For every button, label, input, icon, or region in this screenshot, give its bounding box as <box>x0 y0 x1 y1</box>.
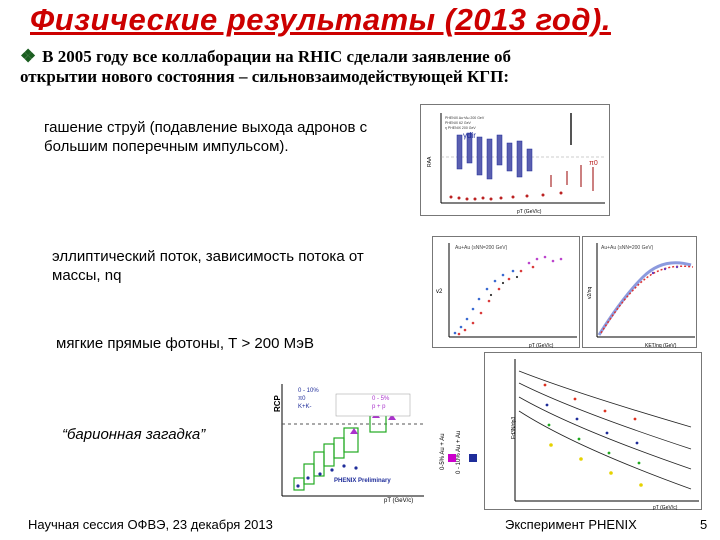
bullet-diamond-icon: ❖ <box>20 46 37 66</box>
page-number: 5 <box>700 517 708 532</box>
blue-marker <box>469 454 477 462</box>
baryon-legend-4: 0 - 5% <box>372 396 390 402</box>
v2-left-x-label: pT (GeV/c) <box>529 343 554 349</box>
baryon-legend-2: π0 <box>298 396 306 402</box>
v2-right-title: Au+Au (sNN=200 GeV) <box>601 245 654 251</box>
side-label-1: 0-5% Au + Au <box>440 433 446 470</box>
photon-figure: Ed3N/dp3 pT (GeV/c) <box>484 352 702 511</box>
baryon-legend-5: p + p <box>372 404 386 410</box>
item-direct-photons: мягкие прямые фотоны, Т > 200 МэВ <box>56 335 314 352</box>
raa-pi0-label: π0 <box>589 160 598 167</box>
v2-scaled-figure: Au+Au (sNN=200 GeV) v2/nq KET/nq (GeV) <box>582 236 697 349</box>
raa-legend-2: PHENIX 62 GeV <box>445 121 472 125</box>
side-label-2: 0 - 10% Au + Au <box>456 431 462 474</box>
baryon-y-label: RCP <box>273 394 282 412</box>
photon-x-label: pT (GeV/c) <box>653 505 678 511</box>
v2-left-y-label: v2 <box>436 289 443 295</box>
footer-session: Научная сессия ОФВЭ, 23 декабря 2013 <box>28 517 273 532</box>
magenta-marker <box>448 454 456 462</box>
baryon-figure: 0 - 10% π0 K+K- 0 - 5% p + p PHENIX Prel… <box>264 378 480 504</box>
raa-legend-3: η PHENIX 200 GeV <box>445 126 476 130</box>
raa-y-label: RAA <box>427 156 433 167</box>
raa-gamma-label: γdir <box>463 131 476 140</box>
slide-title: Физические результаты (2013 год). <box>30 2 611 37</box>
footer-experiment: Эксперимент PHENIX <box>505 517 637 532</box>
baryon-legend-3: K+K- <box>298 404 312 410</box>
item-jet-quenching: гашение струй (подавление выхода адронов… <box>44 119 368 155</box>
raa-figure: PHENIX Au+Au 200 GeV PHENIX 62 GeV η PHE… <box>420 104 610 216</box>
intro-text: ❖ В 2005 году все коллаборации на RHIC сд… <box>20 46 710 87</box>
item-elliptic-flow: эллиптический поток, зависимость потока … <box>52 248 364 284</box>
raa-legend-1: PHENIX Au+Au 200 GeV <box>445 116 485 120</box>
phenix-preliminary-badge: PHENIX Preliminary <box>334 478 391 484</box>
v2-right-x-label: KET/nq (GeV) <box>645 343 677 349</box>
raa-x-label: pT (GeV/c) <box>517 209 542 215</box>
v2-pt-figure: Au+Au (sNN=200 GeV) v2 pT (GeV/c) <box>432 236 580 349</box>
v2-left-title: Au+Au (sNN=200 GeV) <box>455 245 508 251</box>
intro-line-1: В 2005 году все коллаборации на RHIC сде… <box>42 47 511 66</box>
v2-right-y-label: v2/nq <box>587 287 593 299</box>
intro-line-2: открытии нового состояния – сильновзаимо… <box>20 67 510 86</box>
baryon-legend-1: 0 - 10% <box>298 388 319 394</box>
photon-y-label: Ed3N/dp3 <box>511 417 517 439</box>
item-baryon-puzzle: “барионная загадка” <box>62 426 206 443</box>
baryon-x-label: pT (GeV/c) <box>384 498 413 504</box>
